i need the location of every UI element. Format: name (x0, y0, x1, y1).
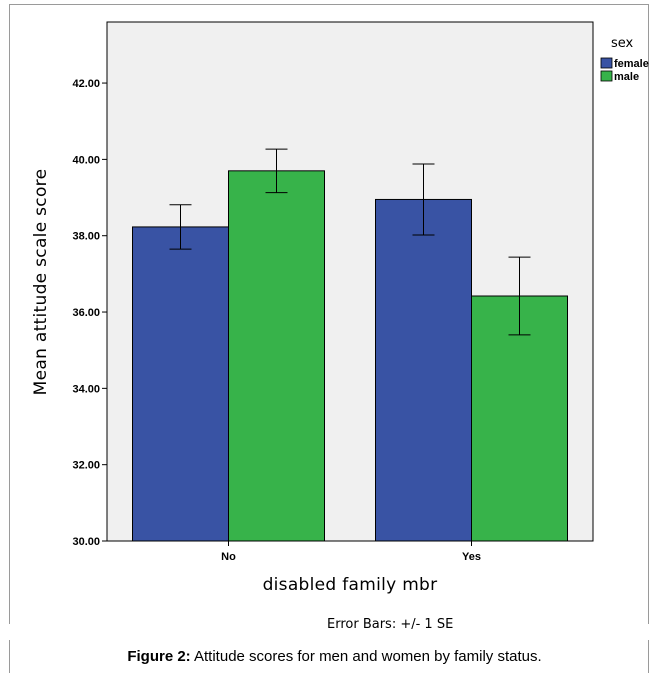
x-axis-title: disabled family mbr (263, 575, 438, 595)
legend-label-female: female (614, 58, 649, 70)
bar-male-no (228, 170, 325, 542)
frame-left-border (9, 4, 10, 624)
y-tick-label: 30.00 (72, 536, 100, 548)
caption-text: Attitude scores for men and women by fam… (190, 648, 542, 665)
y-axis: 30.00 32.00 34.00 36.00 38.00 40.00 42.00 (72, 78, 107, 548)
caption-label: Figure 2: (127, 648, 191, 665)
error-bars-group (169, 148, 531, 336)
frame-right-border (648, 4, 649, 624)
bar-female-no (132, 226, 229, 542)
legend-swatch-male (600, 70, 613, 82)
legend-label-male: male (614, 71, 639, 83)
y-tick-label: 32.00 (72, 460, 100, 472)
y-axis-title: Mean attitude scale score (31, 169, 51, 396)
x-axis: No Yes (221, 541, 481, 563)
frame-top-border (9, 4, 649, 5)
x-tick-label: No (221, 551, 236, 563)
frame-left-border-bottom (9, 640, 10, 673)
bar-female-yes (375, 198, 472, 542)
y-tick-label: 34.00 (72, 383, 100, 395)
error-bar-note: Error Bars: +/- 1 SE (327, 617, 454, 632)
legend-swatch-female (600, 57, 613, 69)
y-tick-label: 42.00 (72, 78, 100, 90)
y-tick-label: 38.00 (72, 231, 100, 243)
x-tick-label: Yes (462, 551, 481, 563)
frame-right-border-bottom (648, 640, 649, 673)
legend-title: sex (611, 36, 634, 51)
figure-caption: Figure 2: Attitude scores for men and wo… (0, 648, 669, 665)
y-tick-label: 40.00 (72, 154, 100, 166)
y-tick-label: 36.00 (72, 307, 100, 319)
